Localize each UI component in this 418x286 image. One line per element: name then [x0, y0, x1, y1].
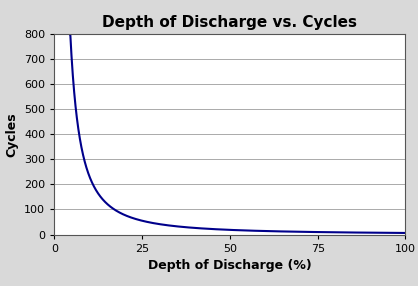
Y-axis label: Cycles: Cycles: [5, 112, 19, 157]
X-axis label: Depth of Discharge (%): Depth of Discharge (%): [148, 259, 312, 272]
Title: Depth of Discharge vs. Cycles: Depth of Discharge vs. Cycles: [102, 15, 357, 30]
